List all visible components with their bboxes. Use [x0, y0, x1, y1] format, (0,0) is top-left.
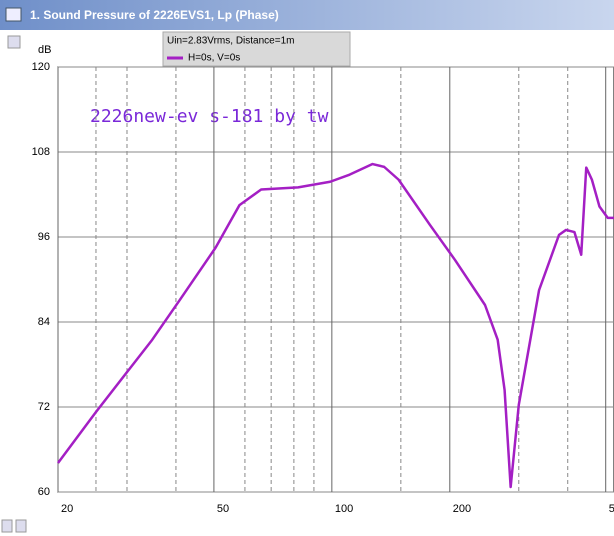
y-tick-label: 96 [38, 231, 50, 243]
y-tick-label: 120 [32, 61, 50, 73]
window-icon [5, 7, 22, 22]
x-tick-label: 50 [217, 503, 229, 515]
title-bar [0, 0, 614, 30]
y-axis-label: dB [38, 44, 51, 56]
legend-header: Uin=2.83Vrms, Distance=1m [167, 36, 294, 47]
y-tick-label: 108 [32, 146, 50, 158]
x-tick-label: 20 [61, 503, 73, 515]
legend-box [162, 31, 351, 67]
series-line [56, 162, 614, 489]
x-tick-label: 500 [609, 503, 614, 515]
x-tick-label: 200 [453, 503, 471, 515]
toolbar-icon[interactable] [7, 35, 21, 49]
annotation: 2226new-ev s-181 by tw [90, 106, 329, 127]
y-tick-label: 72 [38, 401, 50, 413]
status-icon [15, 519, 27, 533]
y-tick-label: 60 [38, 486, 50, 498]
plot-area [57, 66, 614, 493]
x-tick-label: 100 [335, 503, 353, 515]
y-tick-label: 84 [38, 316, 50, 328]
legend-label: H=0s, V=0s [188, 53, 240, 64]
status-icon [1, 519, 13, 533]
plot [56, 66, 614, 493]
window-title: 1. Sound Pressure of 2226EVS1, Lp (Phase… [30, 8, 279, 22]
